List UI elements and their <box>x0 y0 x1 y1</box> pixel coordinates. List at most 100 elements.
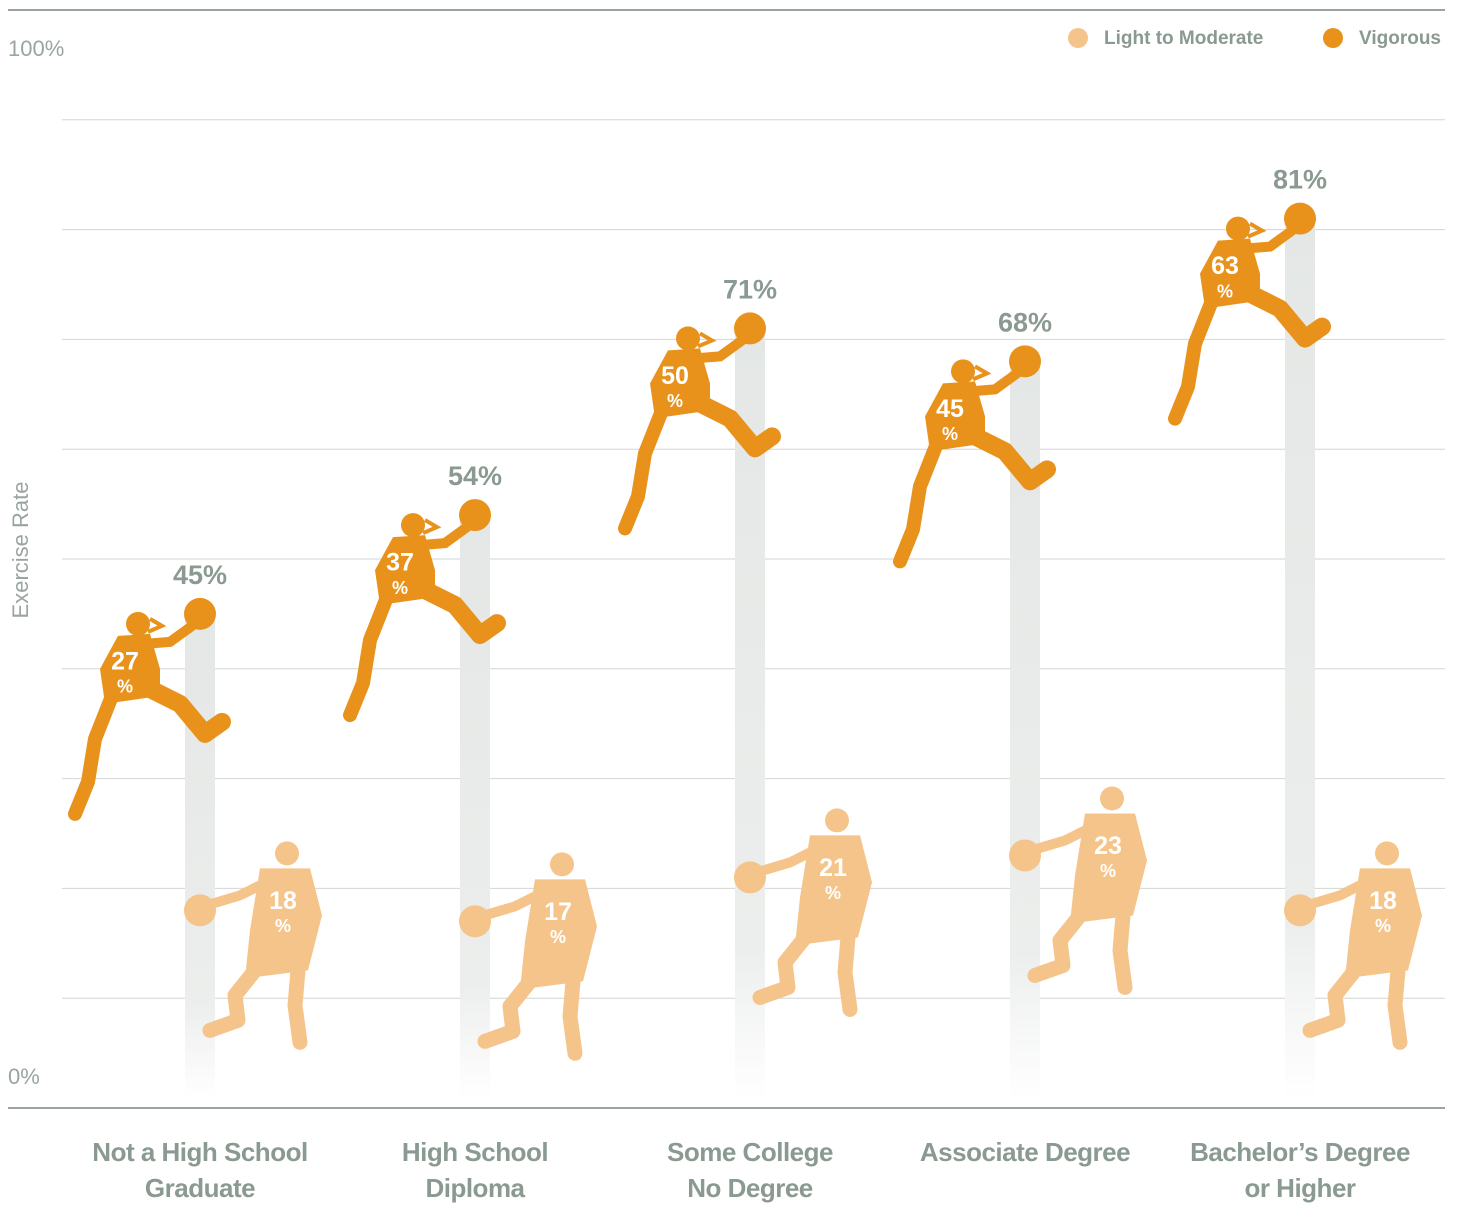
value-label: 27 <box>111 648 139 676</box>
figure-leg <box>1027 907 1088 983</box>
figure-leg <box>1168 293 1219 426</box>
light-figure: 18% <box>1284 841 1422 1050</box>
ball <box>184 597 216 630</box>
figure-torso <box>1070 813 1147 924</box>
y-tick-label: 0% <box>8 1064 40 1089</box>
total-label: 45% <box>173 560 227 590</box>
figure-torso <box>245 868 322 979</box>
figure-hand <box>422 518 442 535</box>
figure-head <box>1375 841 1399 866</box>
ball <box>1009 345 1041 378</box>
figure-leg <box>343 590 394 723</box>
legend-label: Light to Moderate <box>1104 28 1263 49</box>
figure-leg <box>1387 962 1408 1050</box>
legend-swatch <box>1323 28 1343 48</box>
value-label: 63 <box>1211 252 1239 280</box>
total-pillar <box>1285 218 1315 1100</box>
figure-leg <box>477 973 538 1049</box>
ball <box>459 905 491 938</box>
figure-head <box>1226 216 1250 241</box>
figure-leg <box>966 427 1056 491</box>
figure-leg <box>287 962 308 1050</box>
ball <box>1284 202 1316 235</box>
figure-leg <box>691 394 781 458</box>
figure-leg <box>1302 962 1363 1038</box>
total-label: 81% <box>1273 165 1327 195</box>
figure-head <box>676 326 700 351</box>
figure-arm <box>415 522 472 551</box>
value-label-unit: % <box>117 677 133 697</box>
light-figure: 23% <box>1009 786 1147 995</box>
figure-head <box>550 852 574 877</box>
x-tick-label: High School Diploma <box>401 1137 549 1203</box>
figure-head <box>401 513 425 538</box>
value-label-unit: % <box>942 424 958 444</box>
y-tick-label: 100% <box>8 36 64 61</box>
figure-leg <box>562 973 583 1061</box>
figure-torso <box>520 879 597 990</box>
total-pillar <box>735 328 765 1100</box>
figure-arm <box>1240 225 1297 254</box>
x-tick-label: Bachelor’s Degree or Higher <box>1190 1137 1410 1203</box>
ball <box>1009 839 1041 872</box>
figure-leg <box>202 962 263 1038</box>
value-label-unit: % <box>1100 861 1116 881</box>
figure-hand <box>697 331 717 349</box>
figure-hand <box>147 617 167 634</box>
ball <box>184 894 216 927</box>
ball <box>734 312 766 345</box>
figure-leg <box>893 436 944 569</box>
figure-hand <box>972 364 992 382</box>
vigorous-figure: 27% <box>68 597 231 821</box>
total-label: 54% <box>448 461 502 491</box>
figure-leg <box>837 929 858 1017</box>
figure-torso <box>1345 868 1422 979</box>
figure-head <box>126 611 150 636</box>
value-label: 21 <box>819 854 847 882</box>
figure-leg <box>141 679 231 743</box>
value-label: 18 <box>1369 887 1397 915</box>
figure-leg <box>1112 907 1133 995</box>
value-label: 17 <box>544 898 572 926</box>
vigorous-figure: 50% <box>618 312 781 536</box>
total-pillar <box>185 613 215 1100</box>
value-label: 23 <box>1094 832 1122 860</box>
figure-head <box>825 808 849 833</box>
figure-hand <box>1247 221 1267 239</box>
figure-arm <box>140 620 197 649</box>
figure-head <box>275 841 299 866</box>
value-label-unit: % <box>392 578 408 598</box>
value-label-unit: % <box>825 883 841 903</box>
ball <box>459 499 491 532</box>
total-label: 71% <box>723 275 777 305</box>
figure-leg <box>618 403 669 536</box>
vigorous-figure: 45% <box>893 345 1056 569</box>
figure-leg <box>416 581 506 645</box>
value-label: 50 <box>661 362 689 390</box>
ball <box>1284 894 1316 927</box>
value-label-unit: % <box>667 391 683 411</box>
x-tick-label: Some College No Degree <box>667 1137 833 1203</box>
y-axis-label: Exercise Rate <box>8 482 33 619</box>
ball <box>734 861 766 894</box>
figure-torso <box>795 835 872 946</box>
value-label-unit: % <box>1375 916 1391 936</box>
value-label: 18 <box>269 887 297 915</box>
value-label-unit: % <box>550 927 566 947</box>
total-label: 68% <box>998 307 1052 337</box>
light-figure: 17% <box>459 852 597 1061</box>
figure-leg <box>1241 284 1331 348</box>
vigorous-figure: 63% <box>1168 202 1331 426</box>
vigorous-figure: 37% <box>343 499 506 723</box>
x-tick-label: Associate Degree <box>919 1137 1131 1167</box>
figure-head <box>1100 786 1124 811</box>
figure-arm <box>965 368 1022 397</box>
value-label-unit: % <box>275 916 291 936</box>
value-label: 37 <box>386 549 414 577</box>
x-tick-label: Not a High School Graduate <box>92 1137 308 1203</box>
figure-head <box>951 359 975 384</box>
legend-label: Vigorous <box>1359 28 1441 49</box>
light-figure: 21% <box>734 808 872 1017</box>
